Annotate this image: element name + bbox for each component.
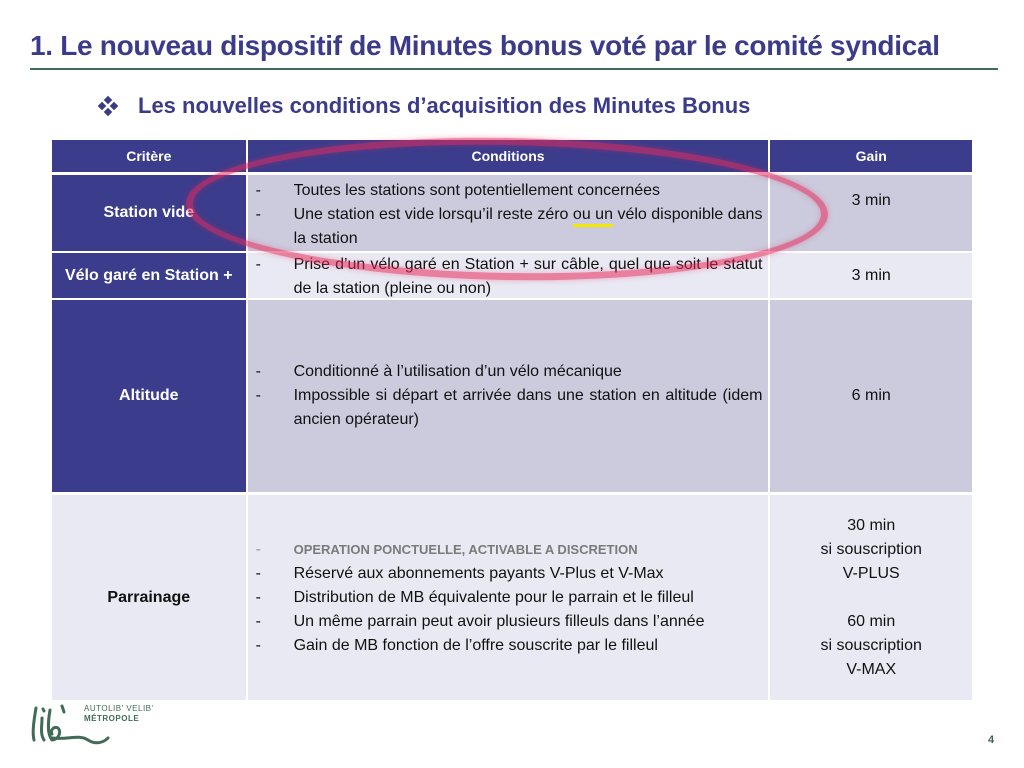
condition-item: - Toutes les stations sont potentielleme… bbox=[255, 182, 661, 199]
header-gain: Gain bbox=[770, 140, 972, 172]
critere-cell: Parrainage bbox=[52, 495, 246, 700]
table-row-station-vide: Station vide - Toutes les stations sont … bbox=[52, 175, 972, 251]
slide-subtitle: Les nouvelles conditions d’acquisition d… bbox=[97, 93, 751, 119]
header-critere: Critère bbox=[52, 140, 246, 172]
conditions-cell: - Prise d’un vélo garé en Station + sur … bbox=[247, 253, 769, 298]
gain-cell: 30 min si souscription V-PLUS 60 min si … bbox=[770, 495, 972, 700]
condition-item: - Un même parrain peut avoir plusieurs f… bbox=[255, 612, 705, 630]
header-conditions: Conditions bbox=[247, 140, 769, 172]
gain-cell: 6 min bbox=[770, 300, 972, 492]
logo-text: AUTOLIB' VELIB' MÉTROPOLE bbox=[84, 704, 154, 723]
table-row-velo-gare: Vélo garé en Station + - Prise d’un vélo… bbox=[52, 253, 972, 298]
condition-item: - Réservé aux abonnements payants V-Plus… bbox=[255, 564, 664, 582]
condition-item: - Distribution de MB équivalente pour le… bbox=[255, 588, 694, 606]
condition-item: - Impossible si départ et arrivée dans u… bbox=[255, 387, 763, 428]
condition-item: - Conditionné à l’utilisation d’un vélo … bbox=[255, 363, 622, 380]
critere-cell: Vélo garé en Station + bbox=[52, 253, 246, 298]
gain-cell: 3 min bbox=[770, 253, 972, 298]
table-row-altitude: Altitude - Conditionné à l’utilisation d… bbox=[52, 300, 972, 492]
critere-cell: Altitude bbox=[52, 300, 246, 492]
condition-item: - Gain de MB fonction de l’offre souscri… bbox=[255, 636, 658, 654]
highlighted-text: ou un bbox=[572, 206, 613, 223]
slide-title: 1. Le nouveau dispositif de Minutes bonu… bbox=[30, 30, 940, 61]
subtitle-text: Les nouvelles conditions d’acquisition d… bbox=[138, 93, 751, 118]
condition-item: - Une station est vide lorsqu’il reste z… bbox=[255, 206, 763, 247]
diamond-bullet-icon bbox=[97, 95, 119, 117]
conditions-cell: - Toutes les stations sont potentielleme… bbox=[247, 175, 769, 251]
table-row-parrainage: Parrainage - OPERATION PONCTUELLE, ACTIV… bbox=[52, 495, 972, 700]
conditions-cell: - OPERATION PONCTUELLE, ACTIVABLE A DISC… bbox=[247, 495, 769, 700]
condition-note: - OPERATION PONCTUELLE, ACTIVABLE A DISC… bbox=[255, 540, 638, 558]
page-number: 4 bbox=[988, 734, 995, 746]
title-divider bbox=[30, 68, 998, 70]
conditions-cell: - Conditionné à l’utilisation d’un vélo … bbox=[247, 300, 769, 492]
lib-logo-icon bbox=[31, 704, 110, 745]
table-header-row: Critère Conditions Gain bbox=[52, 140, 972, 172]
condition-item: - Prise d’un vélo garé en Station + sur … bbox=[255, 256, 763, 297]
critere-cell: Station vide bbox=[52, 175, 246, 251]
gain-cell: 3 min bbox=[770, 175, 972, 251]
